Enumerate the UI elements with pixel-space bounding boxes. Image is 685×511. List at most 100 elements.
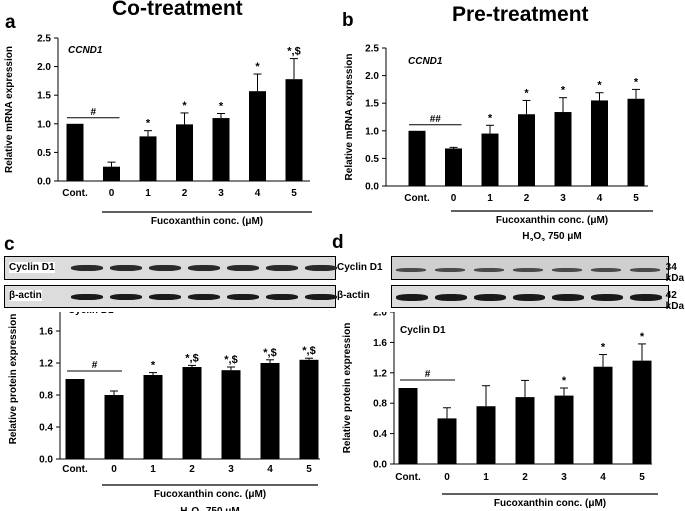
bar — [554, 395, 574, 464]
y-axis-label: Relative mRNA expression — [4, 46, 15, 173]
bar — [65, 379, 85, 459]
category-label: 5 — [633, 193, 639, 204]
x-axis-label: Fucoxanthin conc. (μM) — [496, 215, 608, 226]
blot-label: β-actin — [9, 290, 42, 301]
y-tick-label: 1.5 — [365, 99, 379, 110]
category-label: 4 — [267, 464, 273, 475]
blot-band — [227, 294, 259, 300]
y-tick-label: 0.8 — [39, 391, 53, 402]
blot-band — [266, 294, 298, 300]
treatment-label-part: 2 — [529, 238, 533, 242]
category-label: Cont. — [395, 472, 421, 483]
category-label: 4 — [255, 188, 261, 199]
category-label: 2 — [182, 188, 188, 199]
y-tick-label: 1.5 — [37, 91, 51, 102]
y-tick-label: 0.4 — [373, 429, 387, 440]
x-axis-label: Fucoxanthin conc. (μM) — [151, 216, 263, 227]
category-label: 1 — [483, 472, 489, 483]
blot-band — [630, 294, 662, 301]
blot-label: β-actin — [337, 290, 370, 301]
category-label: 5 — [639, 472, 645, 483]
category-label: 0 — [109, 188, 115, 199]
y-tick-label: 2.5 — [365, 44, 379, 55]
y-tick-label: 1.0 — [365, 126, 379, 137]
blot-cyclin-d1-c: Cyclin D1 — [4, 256, 337, 280]
significance-mark: # — [92, 360, 98, 371]
bar — [299, 359, 319, 459]
blot-label: Cyclin D1 — [337, 262, 383, 273]
chart-b: 0.0 0.5 1.0 1.5 2.0 2.5 Relative mRNA expressi… — [344, 44, 653, 241]
category-label: 5 — [291, 188, 297, 199]
bar — [515, 397, 535, 464]
treatment-label-part: H — [177, 234, 184, 235]
bar — [176, 124, 193, 181]
bar — [139, 136, 157, 181]
co-treatment-heading: Co-treatment — [112, 0, 243, 20]
category-label: 1 — [145, 188, 151, 199]
significance-mark: * — [634, 76, 639, 88]
significance-mark: *,$ — [224, 354, 237, 366]
treatment-label-part: H — [522, 231, 529, 241]
y-axis-label: Relative protein expression — [342, 323, 353, 454]
blot-band — [513, 268, 543, 272]
y-tick-label: 1.6 — [39, 327, 53, 338]
significance-mark: * — [601, 342, 606, 354]
blot-band — [188, 294, 220, 300]
y-tick-label: 0.4 — [39, 423, 53, 434]
blot-band — [110, 265, 142, 271]
y-tick-label: 1.6 — [373, 338, 387, 349]
blot-band — [435, 294, 467, 301]
y-tick-label: 1.0 — [37, 119, 51, 130]
bar — [260, 363, 280, 459]
significance-mark: * — [597, 80, 602, 92]
category-label: 4 — [600, 472, 606, 483]
y-tick-label: 0.5 — [365, 154, 379, 165]
y-tick-label: 0.8 — [373, 399, 387, 410]
blot-band — [149, 294, 181, 300]
category-label: 2 — [189, 464, 195, 475]
blot-band — [513, 294, 545, 301]
significance-mark: * — [182, 100, 187, 112]
bar — [66, 123, 84, 181]
bar — [103, 166, 120, 181]
y-axis-label: Relative mRNA expression — [344, 54, 355, 181]
blot-band — [474, 294, 506, 301]
treatment-label-part: 750 μM — [203, 506, 240, 511]
blot-band — [149, 265, 181, 271]
x-axis-label: Fucoxanthin conc. (μM) — [154, 489, 266, 500]
blot-band — [396, 268, 426, 272]
blot-cyclin-d1-d — [391, 256, 669, 280]
treatment-label-part: 750 μM — [545, 231, 582, 241]
significance-mark: * — [562, 375, 567, 387]
significance-mark: * — [255, 61, 260, 73]
blot-band — [110, 294, 142, 300]
category-label: 2 — [522, 472, 528, 483]
significance-mark: ## — [430, 114, 442, 125]
panel-label-c: c — [4, 234, 15, 255]
treatment-label: H2O2 750 μM — [522, 231, 582, 241]
significance-mark: * — [488, 112, 493, 124]
category-label: 0 — [111, 464, 117, 475]
category-label: 3 — [218, 188, 224, 199]
treatment-label-part: 2 — [541, 238, 545, 242]
bar — [591, 100, 608, 186]
bar — [182, 367, 202, 459]
chart-title: Cyclin D1 — [400, 325, 446, 336]
bar — [593, 366, 613, 464]
bar — [398, 388, 418, 464]
blot-band — [552, 268, 582, 272]
category-label: 3 — [561, 472, 567, 483]
blot-band — [552, 294, 584, 301]
treatment-label-part: O — [533, 231, 541, 241]
bar — [445, 148, 462, 186]
y-axis-label: Relative protein expression — [8, 314, 19, 445]
bar — [518, 114, 535, 186]
blot-band — [188, 265, 220, 271]
treatment-label: H2O2 750 μM — [177, 234, 237, 235]
significance-mark: *,$ — [263, 347, 276, 359]
blot-band — [266, 265, 298, 271]
category-label: 2 — [524, 193, 530, 204]
treatment-label: H2O2 750 μM — [180, 506, 240, 511]
blot-beta-actin-d — [391, 285, 669, 308]
